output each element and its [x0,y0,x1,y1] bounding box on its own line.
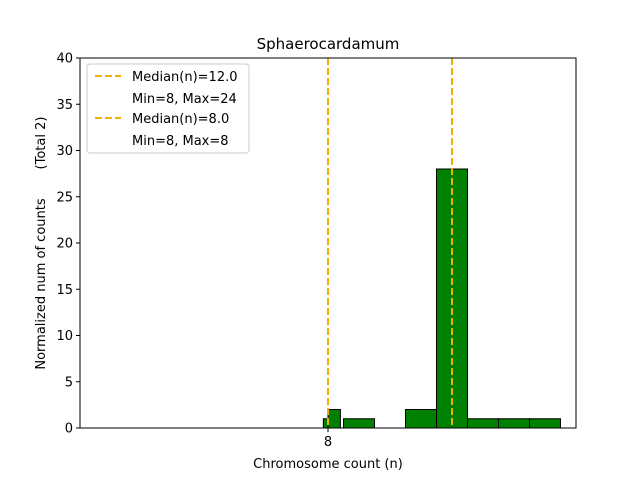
y-tick-label-8: 40 [56,52,73,67]
legend-entry-range-2: Min=8, Max=8 [132,134,229,149]
y-tick-label-6: 30 [56,144,73,159]
bar-7 [529,418,561,429]
legend-entry-range-1: Min=8, Max=24 [132,92,237,107]
bar-1 [327,409,341,429]
bar-5 [467,418,499,429]
y-tick-label-4: 20 [56,237,73,252]
y-tick-label-5: 25 [56,190,73,205]
median-lines-layer [327,58,453,428]
y-axis-label: Normalized num of counts [34,198,49,369]
x-axis: 8 [324,428,332,450]
x-axis-label: Chromosome count (n) [253,457,403,472]
bar-6 [498,418,530,429]
x-tick-label-0: 8 [324,435,332,450]
y-tick-label-3: 15 [56,283,73,298]
y-tick-label-7: 35 [56,98,73,113]
legend-box [86,63,250,154]
bar-3 [405,409,437,429]
legend-entry-median-1: Median(n)=12.0 [132,70,238,85]
bar-2 [343,418,375,429]
y-tick-label-0: 0 [65,422,73,437]
y-tick-label-2: 10 [56,329,73,344]
chart-title: Sphaerocardamum [257,35,400,53]
legend-entry-median-2: Median(n)=8.0 [132,112,229,127]
y-axis: 0 5 10 15 20 25 30 35 40 [56,52,80,437]
legend: Median(n)=12.0 Min=8, Max=24 Median(n)=8… [86,63,250,154]
y-tick-label-1: 5 [65,375,73,390]
y-axis-total-label: (Total 2) [34,117,49,170]
bars-layer [322,168,561,429]
